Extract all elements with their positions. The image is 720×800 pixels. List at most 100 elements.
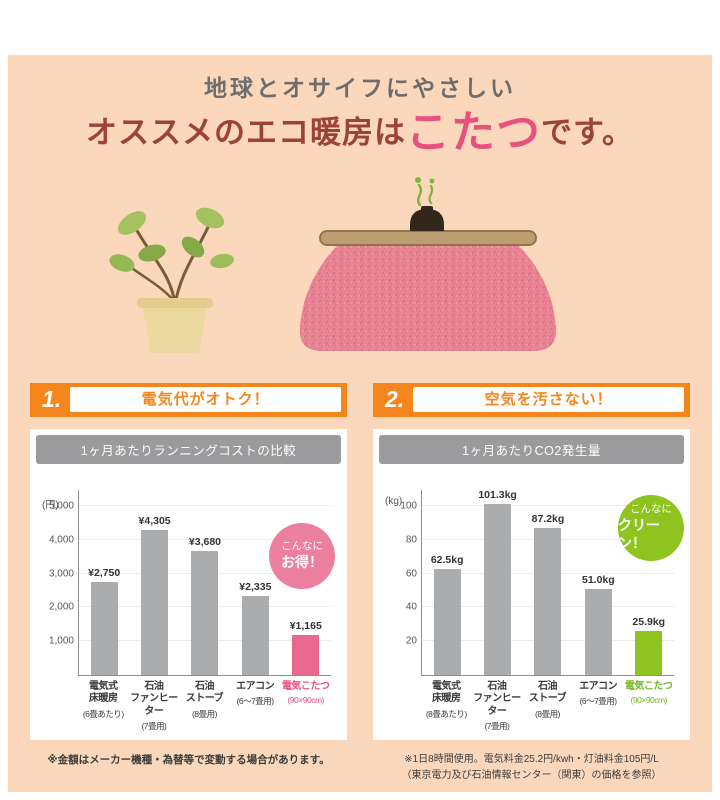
category-label: 電気こたつ (90×90cm) <box>623 681 674 733</box>
category-label: 電気こたつ (90×90cm) <box>280 681 331 733</box>
bar <box>584 588 612 675</box>
bar <box>635 631 663 675</box>
bar-value-label: ¥3,680 <box>188 535 222 548</box>
category-name: 石油 ファンヒーター <box>473 680 521 717</box>
category-label: 石油 ファンヒーター (7畳用) <box>129 681 180 733</box>
cost-bar-chart: (円) 5,000 4,000 3,000 2,000 1,000 ¥2,750 ¥4,305… <box>36 489 341 733</box>
section-clean-air: 2. 空気を汚さない！ 1ヶ月あたりCO2発生量 (kg) 100 80 60 40 20… <box>373 382 690 784</box>
clean-badge-line2: クリーン！ <box>618 517 660 552</box>
bar <box>191 550 219 675</box>
title-line2-post: です。 <box>541 114 634 150</box>
bar <box>90 582 118 675</box>
y-axis-tick-label: 20 <box>405 635 417 647</box>
clean-badge-line1: こんなに <box>630 502 672 515</box>
y-axis-tick-label: 80 <box>405 534 417 546</box>
category-label: 電気式 床暖房 (6畳あたり) <box>78 681 129 733</box>
y-axis-tick-label: 100 <box>400 500 417 512</box>
category-name: 電気式 床暖房 <box>89 680 118 705</box>
bar-slot: 25.9kg <box>632 490 666 675</box>
y-axis-tick-label: 1,000 <box>48 635 74 647</box>
category-name: 石油 ファンヒーター <box>130 680 178 717</box>
section-2-heading: 空気を汚さない！ <box>413 387 684 413</box>
y-axis-unit-label: (kg) <box>385 495 403 507</box>
bar <box>534 527 562 675</box>
bars-row: ¥2,750 ¥4,305 ¥3,680 ¥2,335 ¥1,165 <box>79 490 331 675</box>
category-name: 電気こたつ <box>624 680 673 692</box>
section-2-banner: 2. 空気を汚さない！ <box>373 382 690 417</box>
co2-chart-title: 1ヶ月あたりCO2発生量 <box>379 434 684 464</box>
bar-value-label: 51.0kg <box>582 573 615 586</box>
bar-value-label: 25.9kg <box>632 616 666 629</box>
bar <box>141 529 169 675</box>
bar-slot: 101.3kg <box>478 489 517 675</box>
category-sub-label: (90×90cm) <box>630 695 667 706</box>
bar-value-label: ¥2,750 <box>88 567 121 580</box>
section-1-number: 1. <box>42 386 62 413</box>
category-label: エアコン (6〜7畳用) <box>230 681 281 733</box>
category-label: 石油 ファンヒーター (7畳用) <box>472 681 523 733</box>
section-electricity-cost: 1. 電気代がオトク！ 1ヶ月あたりランニングコストの比較 (円) 5,000 4,… <box>30 382 347 784</box>
category-sub-label: (8畳用) <box>192 708 217 719</box>
kotatsu-table-icon <box>299 176 557 351</box>
category-labels-row: 電気式 床暖房 (8畳あたり) 石油 ファンヒーター (7畳用) 石油 ストーブ (8畳用… <box>421 681 674 733</box>
title-line2-pre: オススメのエコ暖房は <box>86 114 407 150</box>
y-axis-tick-label: 2,000 <box>48 601 74 613</box>
category-sub-label: (6〜7畳用) <box>236 696 275 707</box>
section-1-heading: 電気代がオトク！ <box>70 387 341 413</box>
gridline <box>79 539 331 541</box>
category-sub-label: (8畳用) <box>535 708 560 719</box>
bar <box>241 596 269 675</box>
bar-slot: 87.2kg <box>531 490 565 675</box>
chart-plot-area: 100 80 60 40 20 62.5kg 101.3kg 87.2kg 51.0kg 25.9… <box>400 489 674 676</box>
bar <box>484 504 512 675</box>
bar-slot: ¥2,335 <box>239 490 272 675</box>
savings-badge-line1: こんなに <box>281 539 323 552</box>
section-2-number: 2. <box>385 386 405 413</box>
bar-value-label: 101.3kg <box>478 489 517 502</box>
category-label: エアコン (6〜7畳用) <box>573 681 624 733</box>
bar-value-label: ¥2,335 <box>239 581 272 594</box>
savings-badge: こんなに お得！ <box>269 522 335 589</box>
category-name: 電気式 床暖房 <box>432 680 461 705</box>
category-label: 石油 ストーブ (8畳用) <box>522 681 573 733</box>
category-sub-label: (8畳あたり) <box>425 708 467 719</box>
title-kotatsu-highlight: こたつ <box>406 107 542 157</box>
savings-badge-line2: お得！ <box>281 554 323 571</box>
cost-chart-panel: 1ヶ月あたりランニングコストの比較 (円) 5,000 4,000 3,000 2,00… <box>30 428 347 741</box>
gridline <box>422 505 674 507</box>
category-sub-label: (7畳用) <box>484 721 510 732</box>
category-label: 電気式 床暖房 (8畳あたり) <box>421 681 472 733</box>
bar-slot: 51.0kg <box>582 490 615 675</box>
gridline <box>79 505 331 507</box>
bar-value-label: ¥4,305 <box>138 514 171 527</box>
y-axis-tick-label: 5,000 <box>48 500 74 512</box>
bar-slot: ¥1,165 <box>289 490 322 675</box>
chart-plot-area: 5,000 4,000 3,000 2,000 1,000 ¥2,750 ¥4,305 ¥3,… <box>49 489 331 676</box>
category-name: エアコン <box>236 680 275 692</box>
bar-slot: 62.5kg <box>431 490 464 675</box>
y-axis-tick-label: 60 <box>405 568 417 580</box>
section-1-banner: 1. 電気代がオトク！ <box>30 382 347 417</box>
sections-row: 1. 電気代がオトク！ 1ヶ月あたりランニングコストの比較 (円) 5,000 4,… <box>8 382 712 784</box>
category-sub-label: (6畳あたり) <box>82 708 124 719</box>
co2-footnote: ※1日8時間使用。電気料金25.2円/kwh・灯油料金105円/L （東京電力及… <box>401 754 662 781</box>
clean-badge: こんなに クリーン！ <box>618 494 684 561</box>
category-name: 電気こたつ <box>281 680 330 692</box>
y-axis-tick-label: 4,000 <box>48 534 74 546</box>
title-line2: オススメのエコ暖房はこたつです。 <box>8 107 712 157</box>
category-name: 石油 ストーブ <box>528 680 567 705</box>
bar-value-label: 87.2kg <box>531 512 565 525</box>
category-sub-label: (90×90cm) <box>287 695 324 706</box>
bar-value-label: ¥1,165 <box>289 620 322 633</box>
co2-bar-chart: (kg) 100 80 60 40 20 62.5kg 101.3kg 87.2kg 51.0kg… <box>379 489 684 733</box>
page-title: 地球とオサイフにやさしい オススメのエコ暖房はこたつです。 <box>8 75 712 157</box>
y-axis-tick-label: 40 <box>405 601 417 613</box>
category-name: エアコン <box>579 680 618 692</box>
y-axis-unit-label: (円) <box>42 499 59 511</box>
title-line1: 地球とオサイフにやさしい <box>204 75 516 101</box>
bar-slot: ¥2,750 <box>88 490 121 675</box>
category-label: 石油 ストーブ (8畳用) <box>179 681 230 733</box>
bars-row: 62.5kg 101.3kg 87.2kg 51.0kg 25.9kg <box>422 489 674 675</box>
category-labels-row: 電気式 床暖房 (6畳あたり) 石油 ファンヒーター (7畳用) 石油 ストーブ (8畳用… <box>78 681 331 733</box>
